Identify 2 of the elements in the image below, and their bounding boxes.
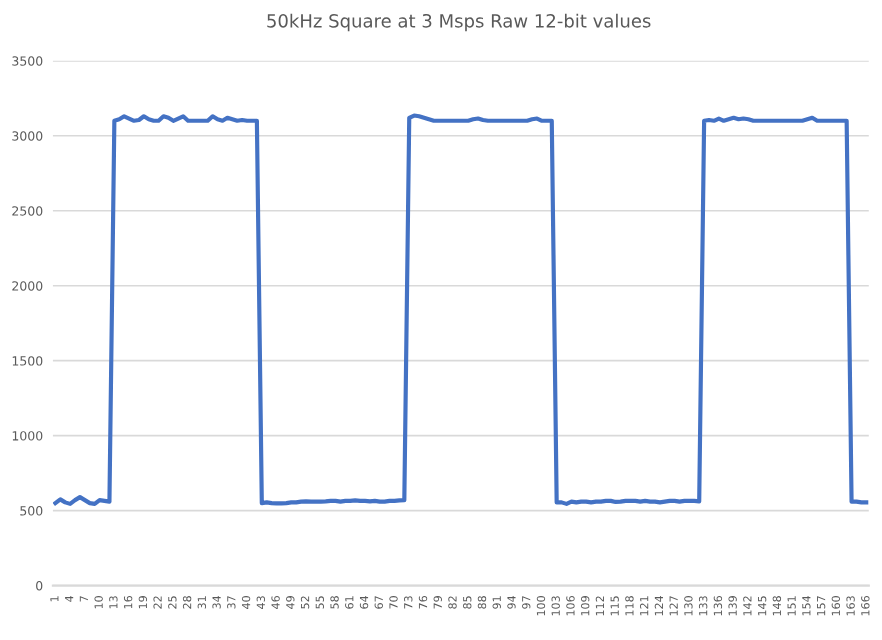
- chart-title: 50kHz Square at 3 Msps Raw 12-bit values: [267, 13, 651, 32]
- line-series: [53, 113, 869, 506]
